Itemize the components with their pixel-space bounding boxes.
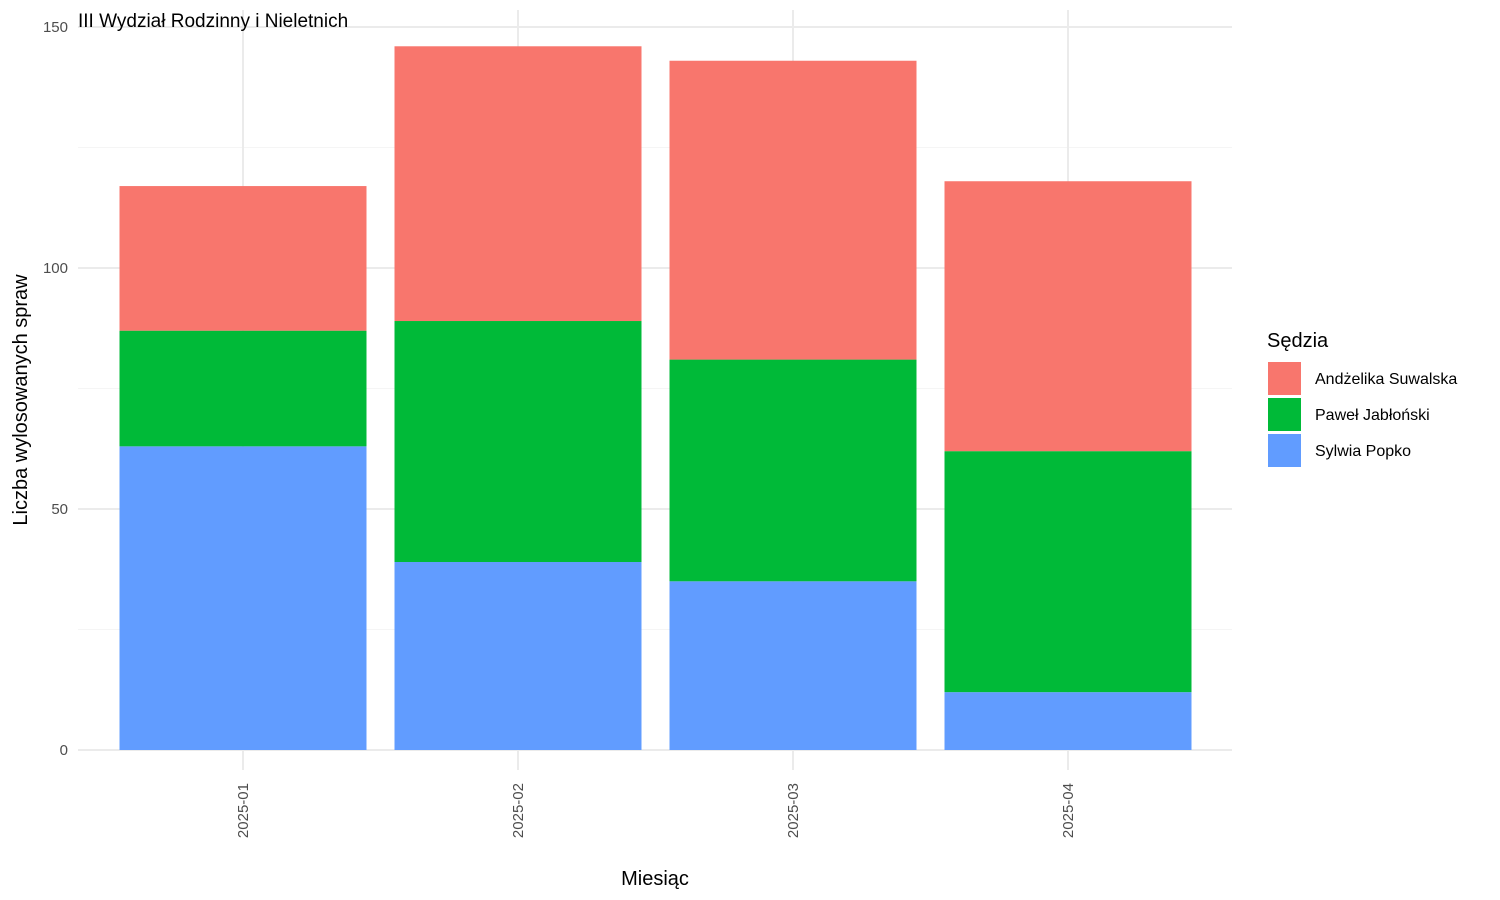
bar-segment-2025-02-sylwia-popko xyxy=(394,562,642,750)
bar-segment-2025-01-paweł-jabłoński xyxy=(119,330,367,447)
legend-key-andżelika-suwalska xyxy=(1268,362,1301,395)
x-tick-label: 2025-04 xyxy=(1060,783,1077,838)
legend-key-sylwia-popko xyxy=(1268,434,1301,467)
y-axis-ticks: 0 50 100 150 xyxy=(43,19,68,759)
legend-label: Andżelika Suwalska xyxy=(1315,371,1457,388)
bar-segment-2025-02-paweł-jabłoński xyxy=(394,321,642,563)
x-tick-label: 2025-01 xyxy=(235,783,252,838)
y-axis-title: Liczba wylosowanych spraw xyxy=(10,274,32,526)
bar-segment-2025-03-paweł-jabłoński xyxy=(669,359,917,582)
legend-label: Sylwia Popko xyxy=(1315,443,1411,460)
legend-title: Sędzia xyxy=(1267,330,1329,352)
bar-segment-2025-04-paweł-jabłoński xyxy=(944,451,1192,693)
legend-key-paweł-jabłoński xyxy=(1268,398,1301,431)
bar-segment-2025-01-sylwia-popko xyxy=(119,446,367,750)
y-tick-label: 50 xyxy=(51,501,68,518)
bar-segment-2025-03-andżelika-suwalska xyxy=(669,60,917,360)
x-tick-label: 2025-02 xyxy=(510,783,527,838)
y-tick-label: 100 xyxy=(43,260,68,277)
x-axis-ticks: 2025-01 2025-02 2025-03 2025-04 xyxy=(235,783,1077,838)
bar-segment-2025-03-sylwia-popko xyxy=(669,581,917,750)
chart-title: III Wydział Rodzinny i Nieletnich xyxy=(78,11,348,32)
legend-label: Paweł Jabłoński xyxy=(1315,407,1430,424)
legend: Sędzia Andżelika Suwalska Paweł Jabłoński… xyxy=(1267,330,1457,467)
x-axis-title: Miesiąc xyxy=(621,868,689,890)
bars xyxy=(119,46,1192,750)
y-tick-label: 150 xyxy=(43,19,68,36)
x-tick-label: 2025-03 xyxy=(785,783,802,838)
bar-segment-2025-04-andżelika-suwalska xyxy=(944,181,1192,452)
bar-segment-2025-02-andżelika-suwalska xyxy=(394,46,642,322)
bar-segment-2025-01-andżelika-suwalska xyxy=(119,186,367,331)
bar-segment-2025-04-sylwia-popko xyxy=(944,692,1192,750)
y-tick-label: 0 xyxy=(60,742,68,759)
